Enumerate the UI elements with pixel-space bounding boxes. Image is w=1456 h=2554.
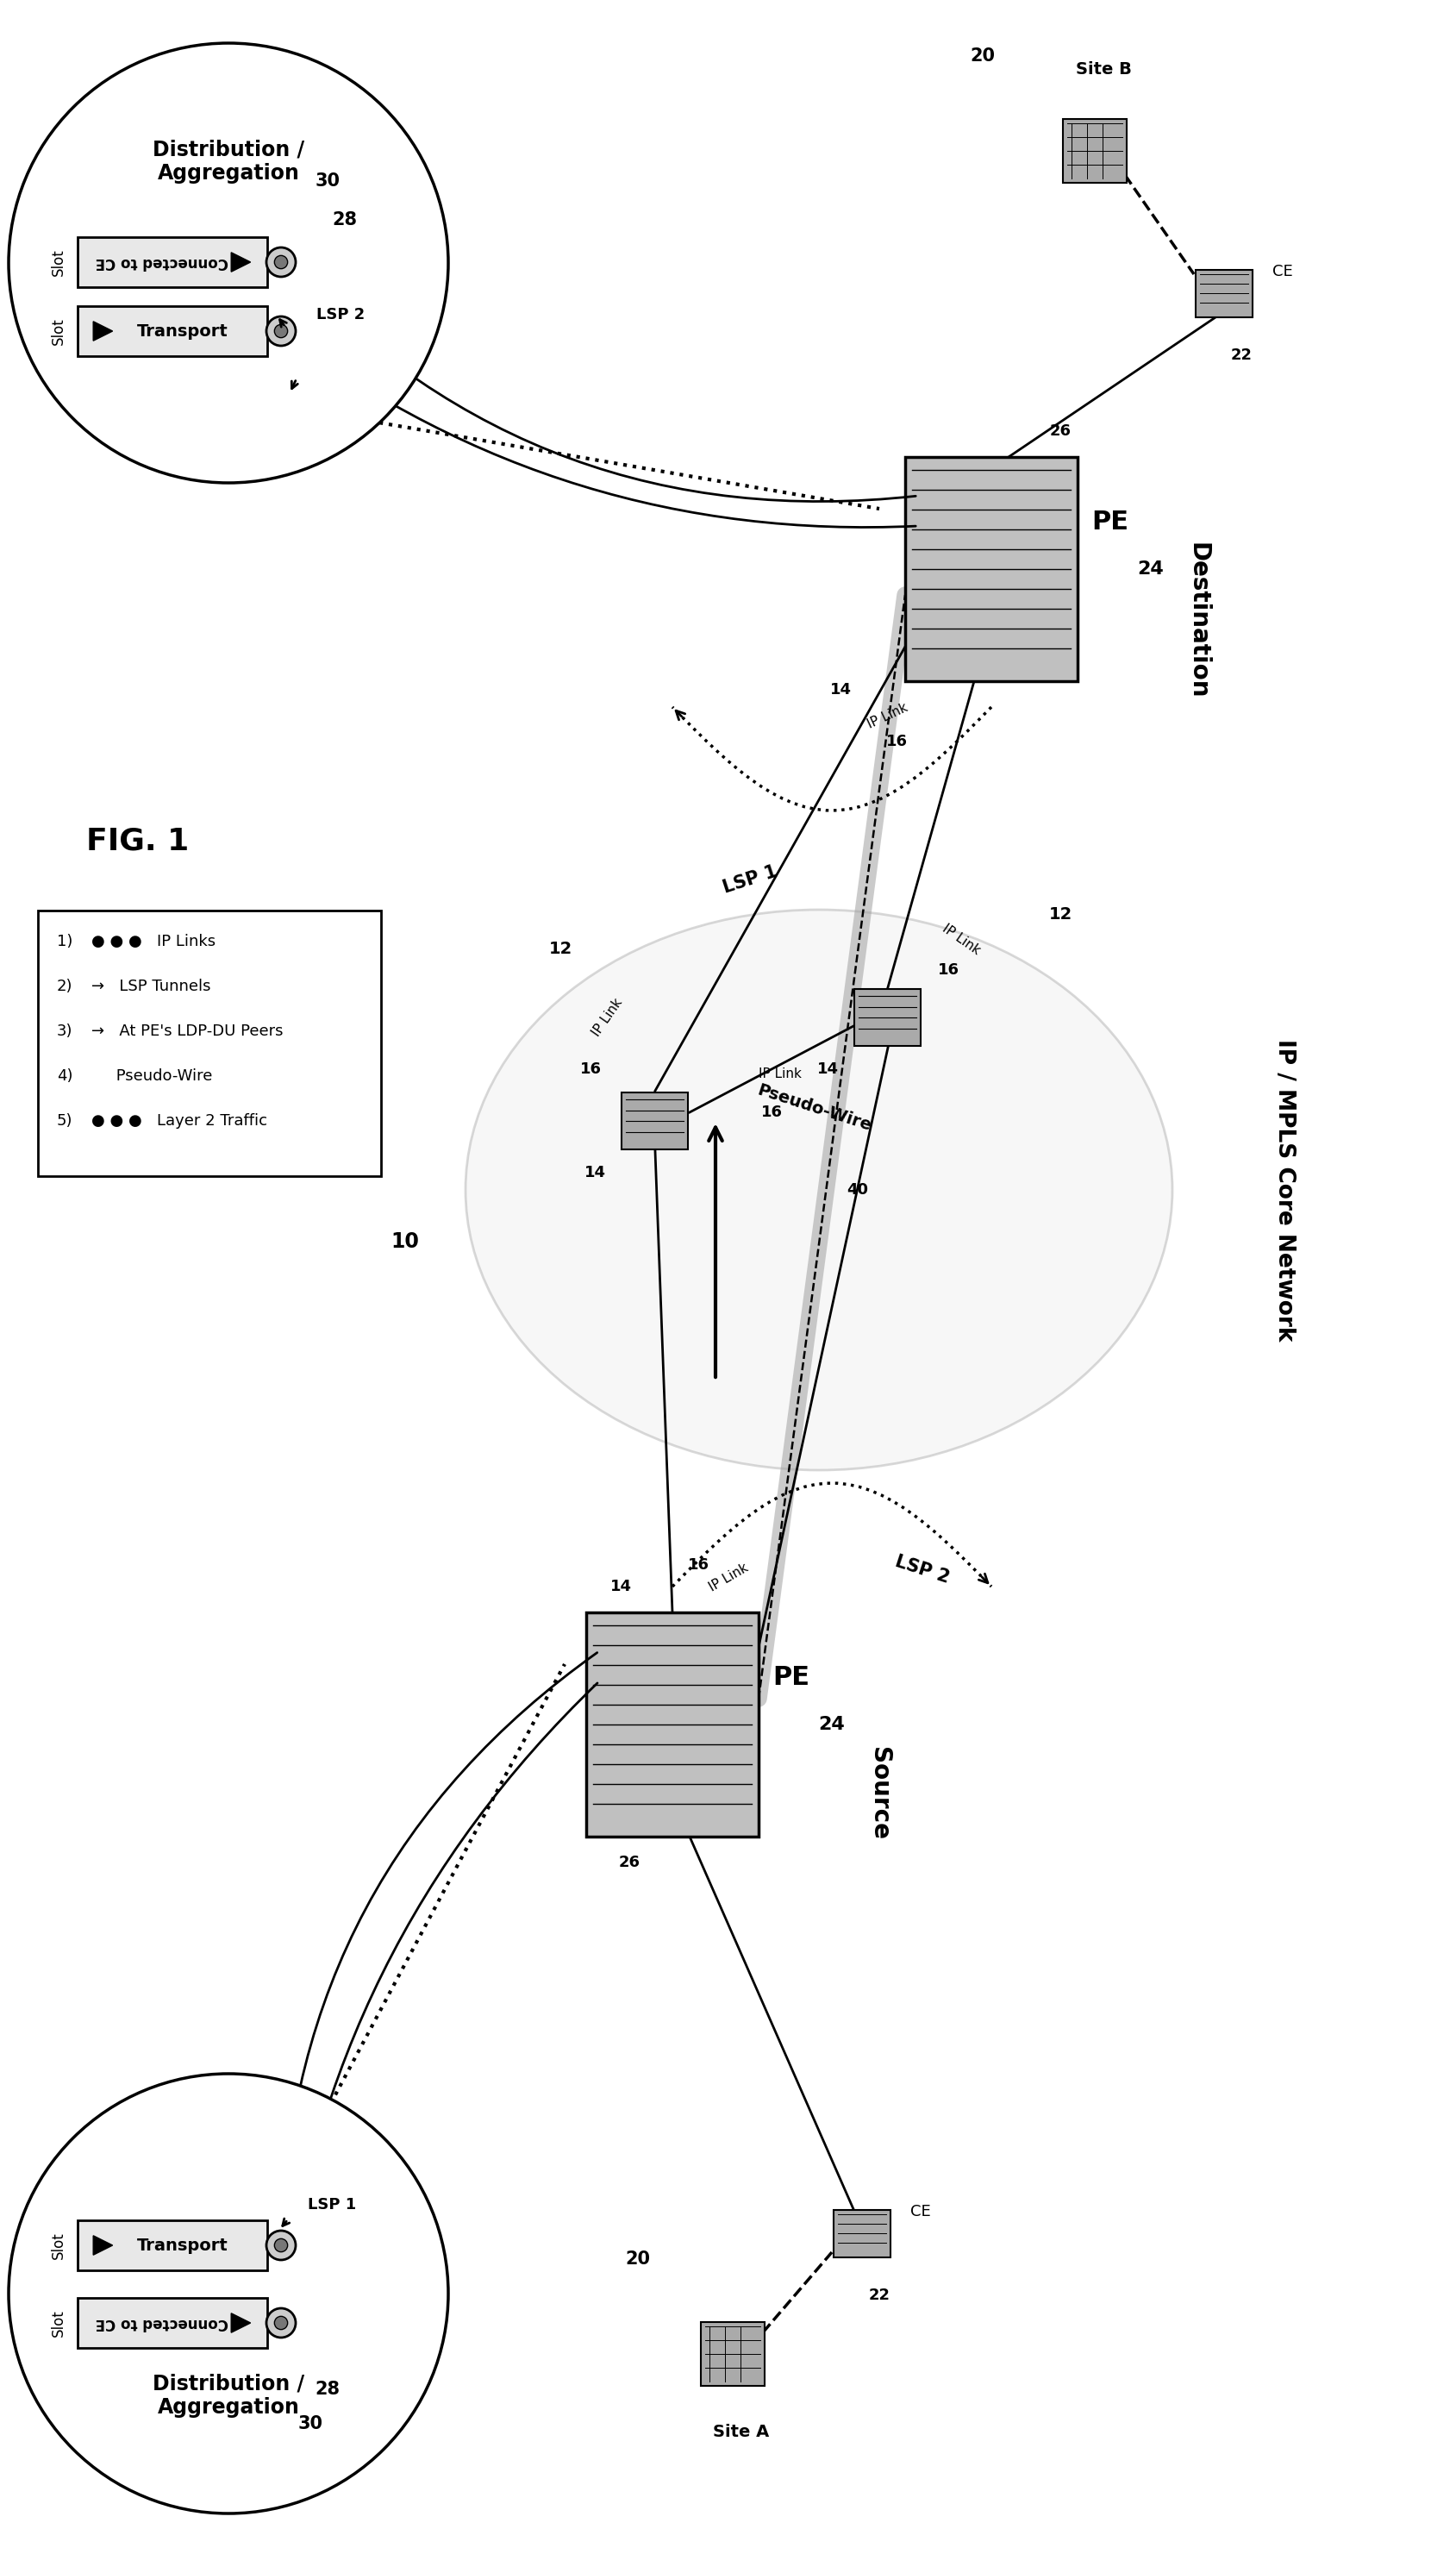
Text: Distribution /
Aggregation: Distribution / Aggregation: [153, 2373, 304, 2419]
Text: Source: Source: [866, 1747, 891, 1839]
Circle shape: [266, 317, 296, 345]
Text: 16: 16: [687, 1558, 709, 1573]
Circle shape: [274, 2240, 287, 2253]
Text: 30: 30: [297, 2416, 323, 2431]
Text: 16: 16: [760, 1103, 782, 1121]
Circle shape: [266, 2230, 296, 2260]
Bar: [77, 238, 266, 286]
Text: LSP 2: LSP 2: [316, 306, 364, 322]
Text: PE: PE: [772, 1665, 810, 1691]
Text: IP Link: IP Link: [590, 996, 625, 1039]
Text: CE: CE: [1271, 263, 1293, 278]
Text: Site A: Site A: [713, 2424, 769, 2439]
Text: LSP 2: LSP 2: [893, 1553, 951, 1586]
Polygon shape: [93, 322, 112, 340]
Bar: [585, 1612, 759, 1836]
Text: IP Link: IP Link: [939, 922, 981, 958]
Polygon shape: [93, 2235, 112, 2255]
Ellipse shape: [466, 909, 1172, 1471]
Text: 10: 10: [390, 1231, 419, 1251]
Text: CE: CE: [910, 2204, 930, 2219]
Text: Site B: Site B: [1075, 61, 1131, 77]
Text: Slot: Slot: [51, 2232, 67, 2258]
Bar: [904, 457, 1077, 682]
Bar: [77, 2299, 266, 2347]
Text: 40: 40: [846, 1183, 868, 1198]
Bar: [855, 988, 920, 1047]
Text: Connected to CE: Connected to CE: [96, 2314, 229, 2332]
Bar: [77, 2219, 266, 2271]
Text: Transport: Transport: [137, 2237, 229, 2253]
Text: 20: 20: [970, 49, 994, 64]
Text: Pseudo-Wire: Pseudo-Wire: [92, 1068, 213, 1083]
Circle shape: [9, 43, 448, 483]
Text: LSP 1: LSP 1: [307, 2196, 355, 2212]
Text: Distribution /
Aggregation: Distribution / Aggregation: [153, 138, 304, 184]
Polygon shape: [232, 253, 250, 271]
Text: →   At PE's LDP-DU Peers: → At PE's LDP-DU Peers: [92, 1024, 282, 1039]
Text: 22: 22: [868, 2288, 890, 2304]
Text: 12: 12: [1048, 907, 1072, 922]
Text: 28: 28: [332, 212, 357, 227]
Bar: [833, 2209, 890, 2258]
Text: 24: 24: [818, 1716, 844, 1734]
Text: Slot: Slot: [51, 248, 67, 276]
Text: Pseudo-Wire: Pseudo-Wire: [756, 1083, 874, 1134]
Circle shape: [274, 255, 287, 268]
Text: IP Link: IP Link: [865, 700, 910, 730]
Text: 5): 5): [57, 1114, 73, 1129]
Circle shape: [274, 324, 287, 337]
Text: Transport: Transport: [137, 322, 229, 340]
Circle shape: [266, 248, 296, 276]
Circle shape: [274, 2316, 287, 2329]
Text: IP Link: IP Link: [706, 1560, 750, 1594]
Bar: [1195, 271, 1252, 317]
Text: 14: 14: [584, 1165, 606, 1180]
Circle shape: [266, 2309, 296, 2337]
Text: Slot: Slot: [51, 2309, 67, 2337]
Text: 16: 16: [579, 1062, 601, 1078]
Text: 16: 16: [885, 733, 907, 748]
Circle shape: [9, 2074, 448, 2513]
Text: 22: 22: [1230, 347, 1251, 363]
Text: 2): 2): [57, 978, 73, 994]
Text: 26: 26: [1048, 424, 1070, 439]
Text: 14: 14: [817, 1062, 837, 1078]
Text: ● ● ●   Layer 2 Traffic: ● ● ● Layer 2 Traffic: [92, 1114, 266, 1129]
Text: 3): 3): [57, 1024, 73, 1039]
Text: 12: 12: [549, 940, 572, 958]
Text: Destination: Destination: [1185, 541, 1210, 700]
Bar: [77, 306, 266, 355]
Text: IP Link: IP Link: [759, 1068, 801, 1080]
Text: LSP 1: LSP 1: [721, 863, 779, 896]
Text: 14: 14: [610, 1578, 630, 1594]
Bar: [622, 1093, 687, 1149]
Text: →   LSP Tunnels: → LSP Tunnels: [92, 978, 211, 994]
Text: 24: 24: [1137, 559, 1163, 577]
Bar: [1061, 120, 1125, 184]
Text: 28: 28: [314, 2380, 339, 2398]
Text: 30: 30: [314, 174, 339, 189]
Text: FIG. 1: FIG. 1: [86, 825, 189, 856]
Bar: [700, 2322, 764, 2385]
Text: Slot: Slot: [51, 317, 67, 345]
Text: PE: PE: [1091, 508, 1128, 534]
Text: 20: 20: [625, 2250, 649, 2268]
Text: Connected to CE: Connected to CE: [96, 255, 229, 271]
Text: ● ● ●   IP Links: ● ● ● IP Links: [92, 935, 215, 950]
Text: 1): 1): [57, 935, 73, 950]
Text: 4): 4): [57, 1068, 73, 1083]
Text: IP / MPLS Core Network: IP / MPLS Core Network: [1273, 1039, 1294, 1341]
Polygon shape: [232, 2314, 250, 2332]
Text: 14: 14: [830, 682, 850, 697]
FancyBboxPatch shape: [38, 912, 381, 1175]
Text: 16: 16: [936, 963, 958, 978]
Text: 26: 26: [619, 1854, 639, 1870]
